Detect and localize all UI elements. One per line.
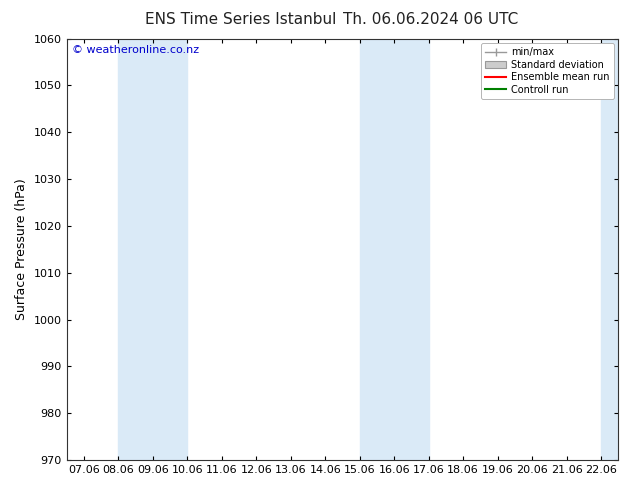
Y-axis label: Surface Pressure (hPa): Surface Pressure (hPa) <box>15 178 28 320</box>
Text: © weatheronline.co.nz: © weatheronline.co.nz <box>72 45 199 55</box>
Text: ENS Time Series Istanbul: ENS Time Series Istanbul <box>145 12 337 27</box>
Legend: min/max, Standard deviation, Ensemble mean run, Controll run: min/max, Standard deviation, Ensemble me… <box>481 44 614 98</box>
Bar <box>601 39 618 460</box>
Text: Th. 06.06.2024 06 UTC: Th. 06.06.2024 06 UTC <box>344 12 519 27</box>
Bar <box>119 39 187 460</box>
Bar <box>359 39 429 460</box>
